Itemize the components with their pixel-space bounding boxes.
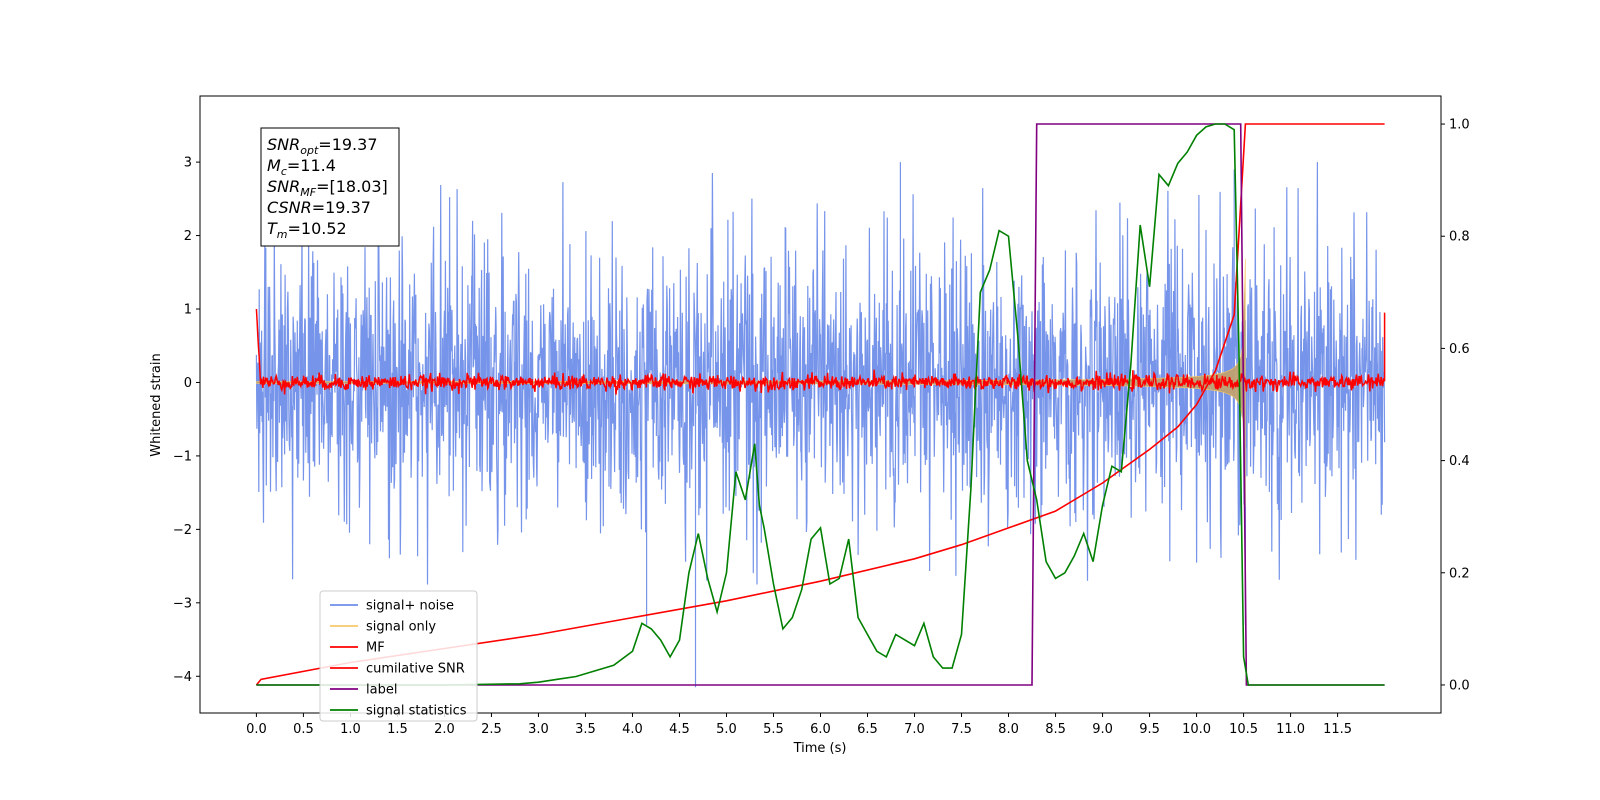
x-tick-label: 7.0: [904, 722, 925, 737]
y2-tick-label: 0.2: [1449, 566, 1470, 581]
x-tick-label: 7.5: [951, 722, 972, 737]
annotation-line: CSNR=19.37: [267, 198, 371, 217]
x-axis-label: Time (s): [793, 741, 847, 756]
x-tick-label: 2.0: [434, 722, 455, 737]
x-tick-label: 11.5: [1323, 722, 1352, 737]
x-tick-label: 4.0: [622, 722, 643, 737]
annotation-line: SNRMF=[18.03]: [267, 177, 388, 199]
x-tick-label: 10.5: [1229, 722, 1258, 737]
x-tick-label: 8.0: [998, 722, 1019, 737]
y-tick-label: 0: [184, 376, 192, 391]
y-tick-label: −1: [173, 449, 192, 464]
x-tick-label: 4.5: [669, 722, 690, 737]
x-tick-label: 8.5: [1045, 722, 1066, 737]
y2-tick-label: 0.8: [1449, 230, 1470, 245]
y-tick-label: 2: [184, 229, 192, 244]
x-tick-label: 10.0: [1182, 722, 1211, 737]
annotation-line: SNRopt=19.37: [267, 135, 378, 157]
x-tick-label: 1.0: [340, 722, 361, 737]
x-tick-label: 11.0: [1276, 722, 1305, 737]
y-tick-label: −2: [173, 523, 192, 538]
x-tick-label: 5.5: [763, 722, 784, 737]
x-tick-label: 6.5: [857, 722, 878, 737]
series-signal-statistics: [256, 123, 1385, 686]
legend-entry: cumilative SNR: [366, 662, 465, 677]
x-tick-label: 9.5: [1139, 722, 1160, 737]
series-mf: [255, 308, 1386, 395]
legend-entry: MF: [366, 641, 385, 656]
annotation-line: Mc=11.4: [267, 156, 336, 178]
legend: signal+ noise signal only MF cumilative SNR…: [319, 590, 478, 722]
y-tick-label: 1: [184, 303, 192, 318]
y-axis-label: Whitened strain: [149, 353, 164, 456]
x-tick-label: 1.5: [387, 722, 408, 737]
y2-tick-label: 0.0: [1449, 678, 1470, 693]
annotation-box: SNRopt=19.37Mc=11.4SNRMF=[18.03]CSNR=19.…: [260, 127, 400, 247]
legend-entry: signal only: [366, 620, 436, 635]
y2-tick-label: 0.6: [1449, 342, 1470, 357]
x-tick-label: 5.0: [716, 722, 737, 737]
y-tick-label: −3: [173, 596, 192, 611]
y2-tick-label: 1.0: [1449, 118, 1470, 133]
x-tick-label: 6.0: [810, 722, 831, 737]
x-tick-label: 0.0: [246, 722, 267, 737]
legend-entry: label: [366, 683, 397, 698]
y-tick-label: 3: [184, 156, 192, 171]
x-tick-label: 3.5: [575, 722, 596, 737]
y-tick-label: −4: [173, 670, 192, 685]
y2-tick-label: 0.4: [1449, 454, 1470, 469]
annotation-line: Tm=10.52: [267, 219, 347, 241]
legend-entry: signal+ noise: [366, 599, 454, 614]
x-tick-label: 9.0: [1092, 722, 1113, 737]
x-tick-label: 0.5: [293, 722, 314, 737]
legend-entry: signal statistics: [366, 704, 467, 719]
x-tick-label: 2.5: [481, 722, 502, 737]
x-tick-label: 3.0: [528, 722, 549, 737]
